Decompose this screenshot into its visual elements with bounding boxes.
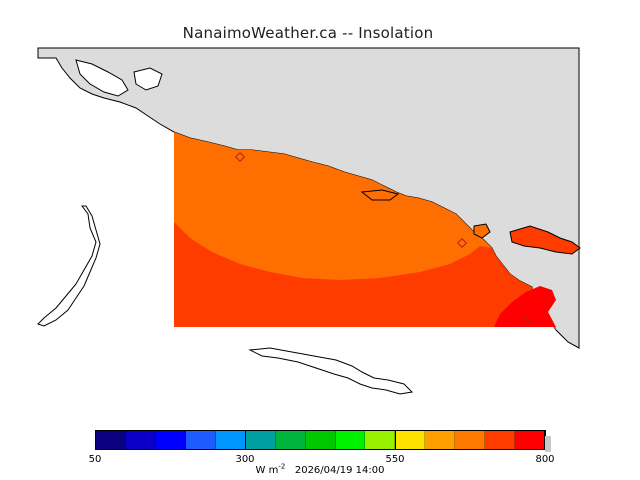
colorbar-segment	[395, 431, 426, 449]
units-exponent: -2	[278, 463, 286, 471]
station-marker	[457, 238, 467, 248]
island-small-1	[473, 223, 491, 239]
colorbar-tick	[94, 430, 96, 450]
colorbar-shadow	[545, 436, 551, 452]
station-marker	[521, 316, 531, 326]
units-label: W m	[255, 465, 279, 477]
island-upper-2	[133, 67, 163, 91]
station-marker	[235, 152, 245, 162]
colorbar-segment	[425, 431, 456, 449]
page-title: NanaimoWeather.ca -- Insolation	[182, 24, 434, 42]
colorbar-segment	[215, 431, 246, 449]
colorbar-segment	[155, 431, 186, 449]
colorbar-segment	[515, 431, 545, 449]
colorbar-segment	[305, 431, 336, 449]
peninsula-land	[509, 225, 581, 255]
colorbar-tick-label: 800	[535, 454, 555, 465]
units-and-timestamp: W m-2 2026/04/19 14:00	[0, 463, 640, 476]
island-bottom-outline	[248, 347, 414, 395]
colorbar-segment	[365, 431, 396, 449]
timestamp: 2026/04/19 14:00	[294, 465, 385, 477]
colorbar-segment	[125, 431, 156, 449]
island-left-outline	[37, 205, 101, 327]
colorbar-tick	[244, 430, 246, 450]
colorbar-segment	[96, 431, 126, 449]
colorbar-tick-label: 300	[235, 454, 255, 465]
island-upper-1	[75, 59, 129, 97]
insolation-field-max	[494, 286, 556, 327]
colorbar-segment	[275, 431, 306, 449]
insolation-map	[37, 47, 581, 395]
colorbar-segment	[245, 431, 276, 449]
colorbar	[95, 430, 545, 450]
colorbar-segment	[335, 431, 366, 449]
colorbar-tick-label: 550	[385, 454, 405, 465]
insolation-field-higher	[174, 222, 556, 327]
island-small-2	[360, 189, 400, 201]
colorbar-tick	[394, 430, 396, 450]
colorbar-segment	[185, 431, 216, 449]
colorbar-tick-label: 50	[88, 454, 102, 465]
colorbar-segment	[485, 431, 516, 449]
colorbar-segment	[455, 431, 486, 449]
